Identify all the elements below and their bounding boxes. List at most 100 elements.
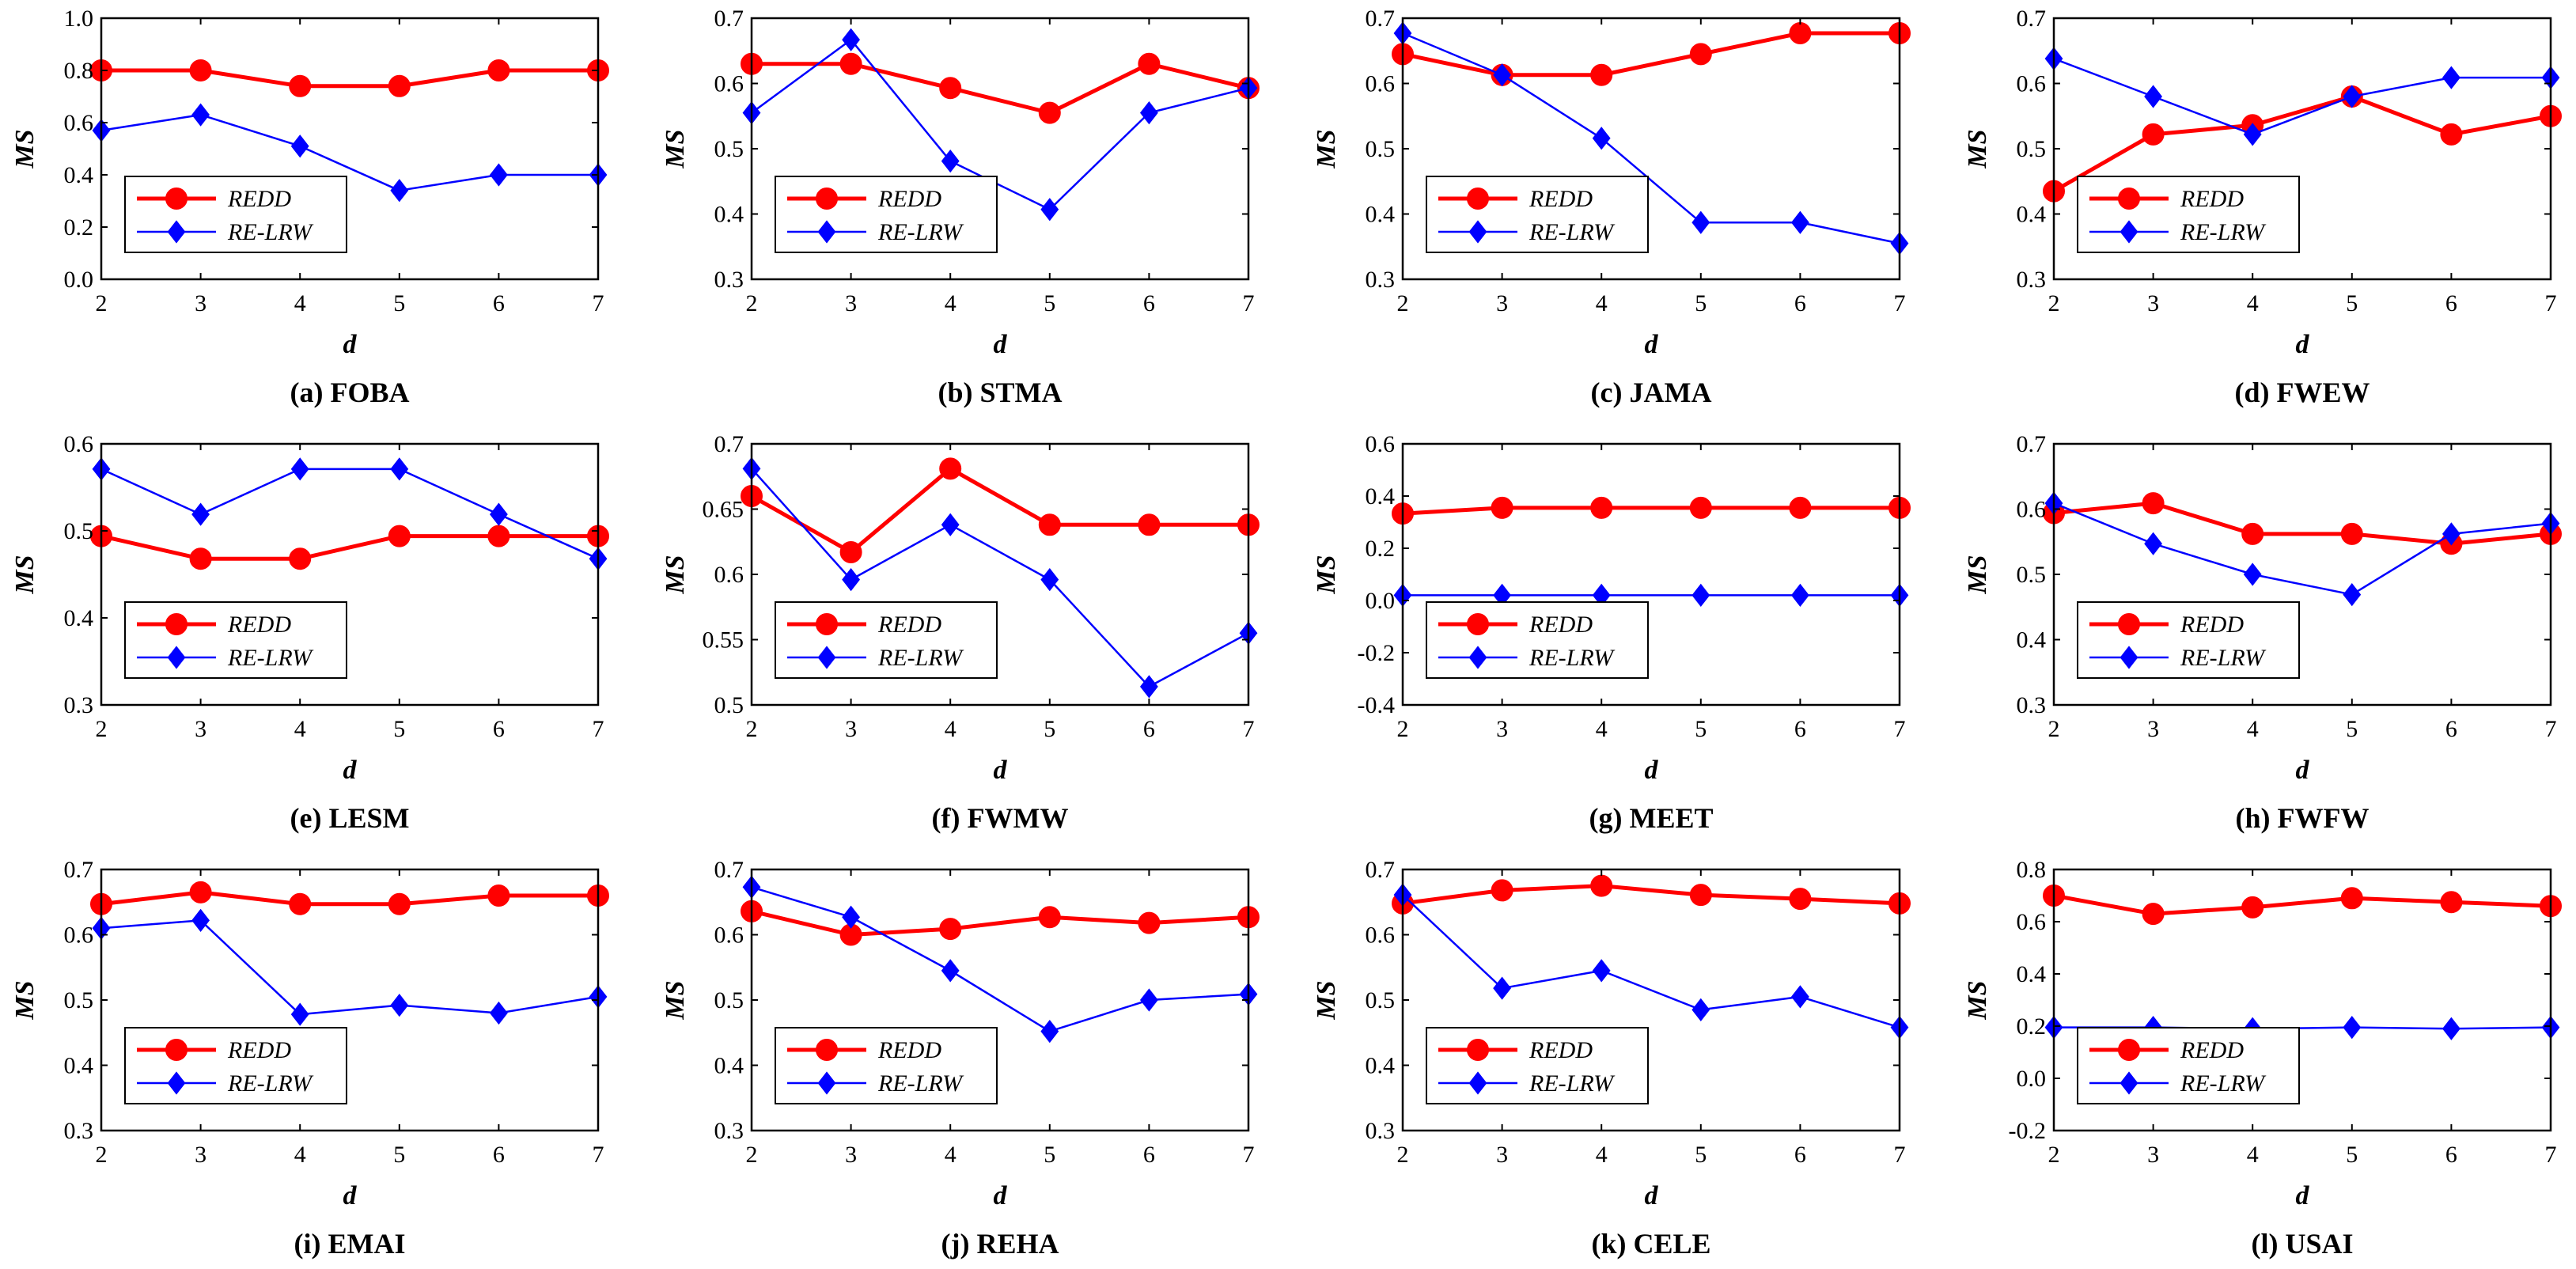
data-point-redd xyxy=(1689,43,1712,66)
legend-diamond-icon xyxy=(1468,1071,1487,1095)
data-point-re-lrw xyxy=(2442,66,2460,89)
x-axis-label: d xyxy=(343,756,358,785)
y-axis-label: MS xyxy=(661,555,690,594)
data-point-redd xyxy=(289,74,312,97)
x-tick-label: 3 xyxy=(195,1142,206,1168)
series-line-re-lrw xyxy=(100,468,599,560)
legend: REDD RE-LRW xyxy=(124,176,347,253)
legend-label: RE-LRW xyxy=(2180,219,2267,245)
x-axis-label: d xyxy=(1645,756,1659,785)
x-axis-label: d xyxy=(2296,756,2310,785)
legend-circle-icon xyxy=(1467,1039,1489,1061)
x-tick-label: 4 xyxy=(2247,716,2259,742)
legend-box xyxy=(775,176,998,253)
x-tick-label: 2 xyxy=(2048,716,2060,742)
x-tick-label: 7 xyxy=(2545,716,2557,742)
data-point-re-lrw xyxy=(1592,127,1611,150)
data-point-redd xyxy=(189,59,212,81)
x-tick-label: 3 xyxy=(845,290,857,316)
data-point-re-lrw xyxy=(941,150,960,173)
x-tick-label: 3 xyxy=(2147,716,2159,742)
data-point-re-lrw xyxy=(489,163,508,187)
y-tick-label: 0.4 xyxy=(1366,202,1396,228)
x-tick-label: 5 xyxy=(1044,290,1055,316)
legend: REDD RE-LRW xyxy=(124,601,347,679)
x-tick-label: 2 xyxy=(96,290,108,316)
y-axis-label: MS xyxy=(661,980,690,1020)
data-point-re-lrw xyxy=(1691,210,1710,234)
legend: REDD RE-LRW xyxy=(2077,601,2300,679)
data-point-re-lrw xyxy=(1139,988,1158,1012)
data-point-re-lrw xyxy=(191,502,210,526)
data-point-redd xyxy=(839,540,862,563)
series-line-redd xyxy=(1402,506,1900,516)
data-point-redd xyxy=(2142,123,2165,146)
x-tick-label: 4 xyxy=(1596,1142,1608,1168)
data-point-redd xyxy=(1590,63,1613,86)
data-point-re-lrw xyxy=(1790,583,1809,608)
data-point-redd xyxy=(487,59,510,81)
y-tick-label: 0.0 xyxy=(2017,1066,2047,1092)
subplot-caption: (j) REHA xyxy=(941,1228,1059,1260)
y-axis-label: MS xyxy=(1312,555,1341,594)
data-point-re-lrw xyxy=(1493,63,1512,87)
data-point-redd xyxy=(2241,522,2264,545)
data-point-re-lrw xyxy=(842,28,861,51)
x-tick-label: 7 xyxy=(593,1142,604,1168)
legend-label: REDD xyxy=(877,1037,941,1063)
data-point-redd xyxy=(388,892,411,915)
y-tick-label: 0.7 xyxy=(1366,6,1396,32)
x-tick-label: 3 xyxy=(845,716,857,742)
x-tick-label: 5 xyxy=(1044,716,1055,742)
y-tick-label: 0.6 xyxy=(64,922,94,949)
plot-frame xyxy=(100,442,600,706)
legend-diamond-icon xyxy=(167,646,186,669)
subplot-caption: (k) CELE xyxy=(1591,1228,1710,1260)
x-tick-label: 3 xyxy=(195,290,206,316)
y-tick-label: 0.3 xyxy=(714,1118,744,1144)
y-axis-label: MS xyxy=(1312,129,1341,169)
legend: REDD RE-LRW xyxy=(1426,601,1649,679)
legend-circle-icon xyxy=(165,613,188,635)
y-tick-label: 0.0 xyxy=(1366,588,1396,614)
legend-diamond-icon xyxy=(1468,646,1487,669)
subplot-11: 2 3 4 5 6 7 0.3 0.4 0.5 0.6 0.7 d MS (k) CELE REDD RE-L… xyxy=(1312,857,1911,1260)
y-axis-label: MS xyxy=(10,129,40,169)
legend-box xyxy=(2077,176,2300,253)
data-point-re-lrw xyxy=(290,457,309,481)
subplot-caption: (l) USAI xyxy=(2251,1228,2353,1260)
y-axis-label: MS xyxy=(661,129,690,169)
series-line-redd xyxy=(1402,884,1900,906)
data-point-redd xyxy=(1789,21,1812,44)
subplot-10: 2 3 4 5 6 7 0.3 0.4 0.5 0.6 0.7 d MS (j) REHA REDD RE-L… xyxy=(661,857,1260,1260)
x-tick-label: 7 xyxy=(1894,716,1906,742)
legend-label: REDD xyxy=(1529,1037,1593,1063)
x-tick-label: 4 xyxy=(1596,290,1608,316)
x-tick-label: 6 xyxy=(1143,290,1155,316)
data-point-redd xyxy=(1689,496,1712,519)
x-tick-label: 5 xyxy=(393,716,405,742)
y-tick-label: 0.5 xyxy=(1366,987,1396,1013)
y-axis-label: MS xyxy=(1963,129,1992,169)
legend-label: REDD xyxy=(1529,186,1593,212)
x-tick-label: 7 xyxy=(593,290,604,316)
data-point-redd xyxy=(1038,906,1061,929)
y-tick-label: 0.2 xyxy=(2017,1013,2047,1040)
data-point-re-lrw xyxy=(1139,100,1158,125)
x-tick-label: 6 xyxy=(1143,1142,1155,1168)
legend-diamond-icon xyxy=(2120,1071,2138,1095)
y-tick-label: 0.4 xyxy=(2017,961,2047,987)
data-point-redd xyxy=(289,892,312,915)
data-point-re-lrw xyxy=(489,502,508,526)
y-tick-label: 0.4 xyxy=(64,605,94,631)
legend-box xyxy=(1426,176,1649,253)
subplot-caption: (d) FWEW xyxy=(2235,377,2370,408)
x-tick-label: 4 xyxy=(945,290,957,316)
legend-label: REDD xyxy=(877,186,941,212)
x-tick-label: 2 xyxy=(746,290,758,316)
legend: REDD RE-LRW xyxy=(1426,1027,1649,1104)
data-point-re-lrw xyxy=(2343,582,2362,607)
series-line-re-lrw xyxy=(1402,32,1900,244)
y-tick-label: 0.8 xyxy=(2017,857,2047,883)
